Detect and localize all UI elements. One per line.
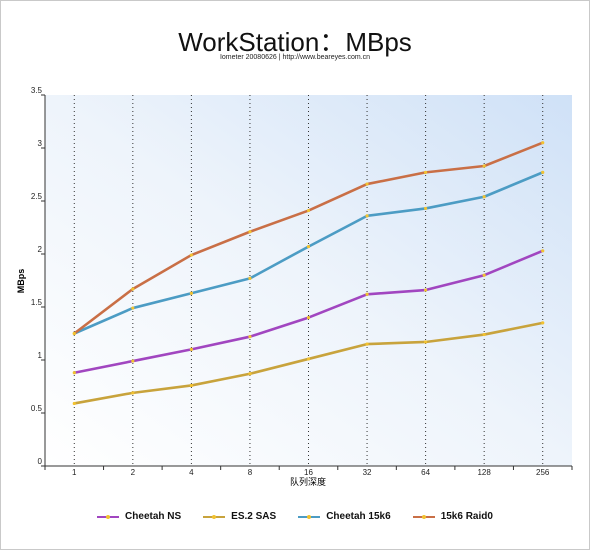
x-tick-label: 64 xyxy=(421,468,430,477)
data-point xyxy=(248,230,252,234)
data-point xyxy=(541,321,545,325)
data-point xyxy=(482,195,486,199)
y-tick-label: 0.5 xyxy=(31,404,43,413)
legend-item: Cheetah NS xyxy=(97,511,181,522)
axes xyxy=(44,95,572,467)
y-tick-labels: 0 0.5 1 1.5 2 2.5 3 3.5 xyxy=(31,86,45,467)
data-point xyxy=(541,141,545,145)
legend-swatch xyxy=(97,514,120,519)
data-point xyxy=(306,316,311,320)
data-point xyxy=(424,170,428,174)
data-point xyxy=(189,383,193,388)
plot-area xyxy=(45,95,572,466)
data-point xyxy=(365,292,369,296)
series-lines xyxy=(72,141,545,406)
legend-swatch xyxy=(298,514,321,519)
legend-swatch xyxy=(203,514,226,519)
data-point xyxy=(482,273,486,277)
x-axis-title: 队列深度 xyxy=(290,476,326,488)
data-point xyxy=(424,206,428,211)
y-tick-label: 3.5 xyxy=(31,86,43,95)
x-tick-label: 128 xyxy=(477,468,491,477)
y-tick-label: 0 xyxy=(38,457,43,466)
data-point xyxy=(131,306,135,310)
data-point xyxy=(131,359,135,363)
data-point xyxy=(72,371,76,375)
data-point xyxy=(541,170,545,174)
legend-label: Cheetah 15k6 xyxy=(326,511,391,522)
data-point xyxy=(72,401,76,406)
x-tick-label: 32 xyxy=(363,468,372,477)
data-point xyxy=(131,391,135,395)
x-tick-label: 256 xyxy=(536,468,550,477)
legend: Cheetah NS ES.2 SAS Cheetah 15k6 15k6 Raid0 xyxy=(0,511,590,522)
data-point xyxy=(482,164,486,168)
legend-swatch xyxy=(412,514,435,519)
x-tick-label: 16 xyxy=(304,468,313,477)
data-point xyxy=(424,340,428,344)
data-point xyxy=(306,357,311,361)
chart-subtitle: Iometer 20080626 | http://www.beareyes.c… xyxy=(219,54,371,61)
data-point xyxy=(365,342,369,346)
legend-label: Cheetah NS xyxy=(125,511,182,522)
y-tick-label: 2.5 xyxy=(31,192,43,201)
legend-marker xyxy=(421,514,426,519)
y-tick-label: 3 xyxy=(38,139,43,148)
data-point xyxy=(189,253,193,257)
legend-label: 15k6 Raid0 xyxy=(440,511,493,522)
y-tick-label: 1 xyxy=(38,351,43,360)
data-point xyxy=(189,347,193,351)
legend-item: ES.2 SAS xyxy=(203,511,276,522)
x-tick-label: 1 xyxy=(72,468,77,477)
data-point xyxy=(365,182,369,186)
data-point xyxy=(248,276,252,280)
data-point xyxy=(306,244,311,249)
legend-item: Cheetah 15k6 xyxy=(298,511,391,522)
y-tick-label: 1.5 xyxy=(31,298,43,307)
x-tick-label: 2 xyxy=(131,468,136,477)
data-point xyxy=(306,208,311,213)
legend-marker xyxy=(106,514,111,519)
x-tick-label: 4 xyxy=(189,468,194,477)
data-point xyxy=(72,331,76,336)
data-point xyxy=(131,287,135,291)
legend-item: 15k6 Raid0 xyxy=(412,511,493,522)
data-point xyxy=(365,214,369,218)
data-point xyxy=(248,335,252,339)
legend-marker xyxy=(307,514,312,519)
legend-marker xyxy=(212,514,217,519)
data-point xyxy=(189,291,193,295)
data-point xyxy=(482,332,486,337)
data-point xyxy=(248,372,252,376)
legend-label: ES.2 SAS xyxy=(231,511,277,522)
x-tick-label: 8 xyxy=(248,468,253,477)
data-point xyxy=(541,249,545,253)
data-point xyxy=(424,288,428,292)
y-tick-label: 2 xyxy=(38,245,43,254)
chart-title: WorkStation：MBps xyxy=(178,27,412,57)
y-axis-title: MBps xyxy=(16,269,26,294)
x-tick-labels: 1 2 4 8 16 32 64 128 256 xyxy=(44,466,573,477)
